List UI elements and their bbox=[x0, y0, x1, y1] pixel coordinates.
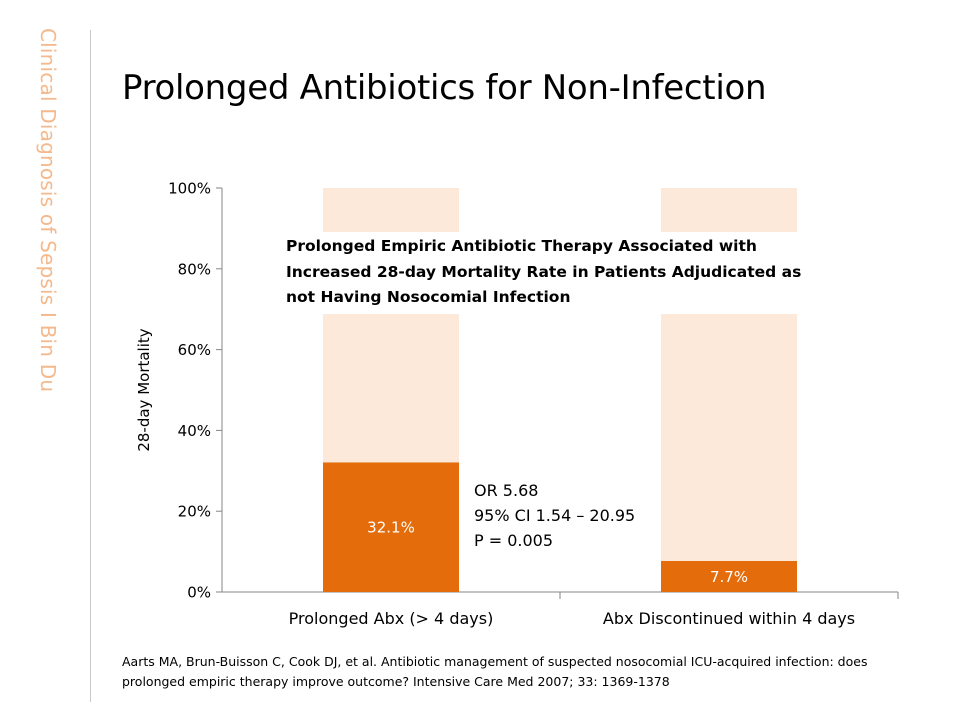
y-tick-label: 60% bbox=[178, 341, 211, 359]
side-label-separator: I bbox=[36, 311, 60, 319]
bar-segment bbox=[323, 462, 459, 592]
side-label-author: Bin Du bbox=[36, 324, 60, 393]
annotation-box: Prolonged Empiric Antibiotic Therapy Ass… bbox=[276, 232, 816, 314]
y-tick-label: 20% bbox=[178, 503, 211, 521]
bar-segment bbox=[323, 188, 459, 463]
bar-data-label: 7.7% bbox=[710, 568, 748, 586]
side-label-main: Clinical Diagnosis of Sepsis bbox=[36, 28, 60, 306]
annotation-line: Increased 28-day Mortality Rate in Patie… bbox=[286, 262, 802, 281]
y-tick-label: 40% bbox=[178, 422, 211, 440]
stats-line: OR 5.68 bbox=[474, 481, 539, 500]
y-tick-label: 80% bbox=[178, 260, 211, 278]
divider-line bbox=[90, 30, 91, 702]
x-category-label: Abx Discontinued within 4 days bbox=[603, 609, 855, 628]
stats-line: P = 0.005 bbox=[474, 531, 554, 550]
annotation-line: Prolonged Empiric Antibiotic Therapy Ass… bbox=[286, 237, 757, 255]
reference-line: Aarts MA, Brun-Buisson C, Cook DJ, et al… bbox=[122, 654, 868, 669]
stats-box: OR 5.68 95% CI 1.54 – 20.95 P = 0.005 bbox=[474, 478, 635, 553]
slide-title: Prolonged Antibiotics for Non-Infection bbox=[122, 68, 767, 108]
bar-segment bbox=[661, 560, 797, 592]
stats-line: 95% CI 1.54 – 20.95 bbox=[474, 506, 636, 525]
reference-citation: Aarts MA, Brun-Buisson C, Cook DJ, et al… bbox=[122, 652, 922, 692]
reference-line: prolonged empiric therapy improve outcom… bbox=[122, 674, 670, 689]
bar-data-label: 32.1% bbox=[367, 519, 415, 537]
side-label: Clinical Diagnosis of Sepsis I Bin Du bbox=[36, 28, 60, 392]
y-axis-label: 28-day Mortality bbox=[135, 328, 153, 451]
x-category-label: Prolonged Abx (> 4 days) bbox=[289, 609, 494, 628]
y-tick-label: 0% bbox=[187, 584, 211, 602]
annotation-line: not Having Nosocomial Infection bbox=[286, 288, 571, 306]
y-tick-label: 100% bbox=[168, 180, 211, 198]
